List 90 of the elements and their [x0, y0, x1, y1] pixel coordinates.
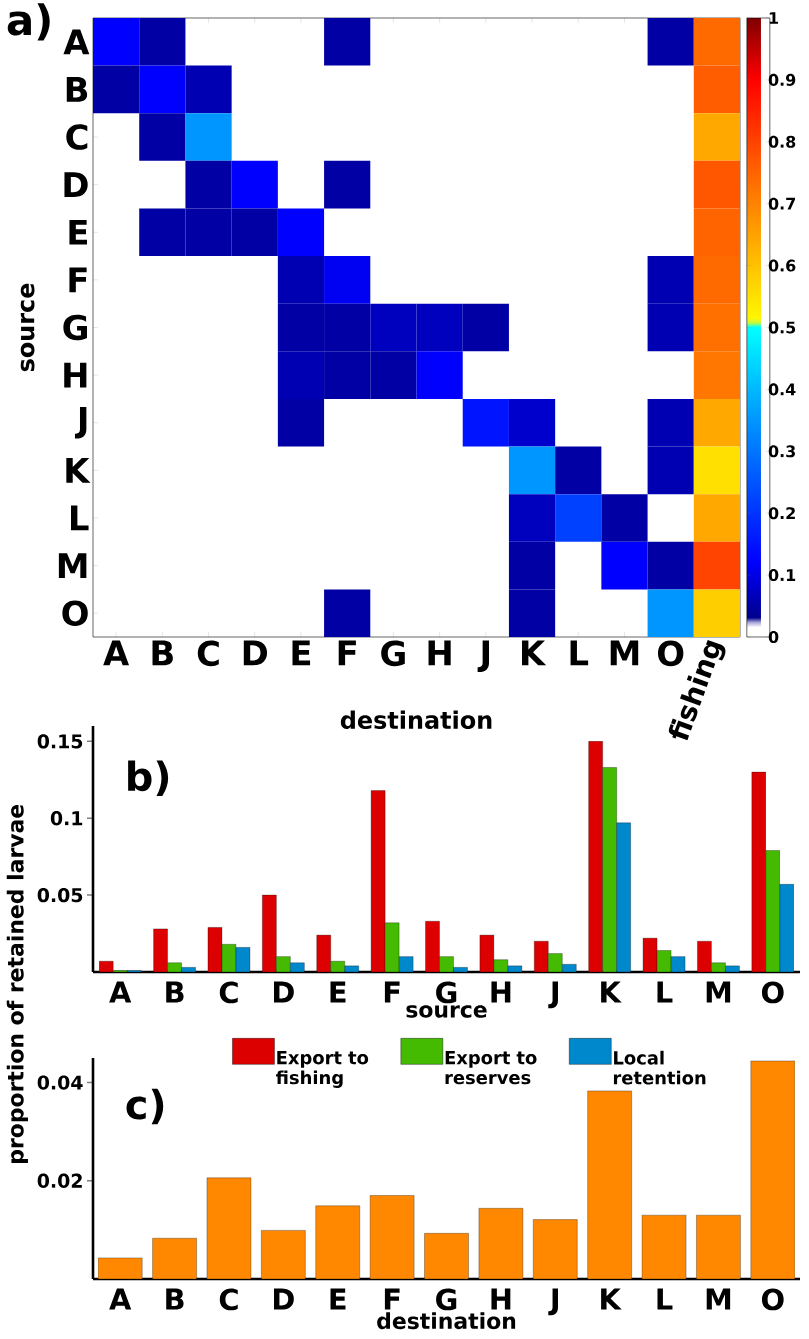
x-tick-label: B: [166, 981, 184, 1003]
x-tick-label: L: [657, 1288, 673, 1310]
x-tick-label: C: [219, 981, 238, 1004]
color-bar-label: 0.6: [768, 259, 796, 272]
x-tick-label: O: [761, 981, 784, 1004]
color-bar-label: 0.8: [768, 135, 796, 148]
x-tick-label: J: [477, 640, 490, 672]
x-tick-label: O: [761, 1288, 784, 1311]
y-tick-label: M: [58, 553, 87, 578]
color-bar-label: 0.9: [768, 73, 796, 86]
y-tick-label: 0.04: [37, 1075, 83, 1090]
color-bar-label: 0.2: [768, 507, 795, 520]
x-axis-title: destination: [340, 710, 492, 730]
legend-label: Export to fishing: [276, 1051, 369, 1088]
y-axis-title: source: [20, 283, 35, 372]
x-tick-label: K: [601, 981, 622, 1003]
y-tick-label: L: [71, 505, 89, 531]
x-tick-label: A: [109, 981, 132, 1003]
y-axis-title: proportion of retained larvae: [6, 804, 28, 1163]
bar: [696, 1215, 741, 1279]
legend-label: Local retention: [613, 1050, 706, 1085]
bar: [206, 1177, 252, 1279]
color-bar-label: 0.3: [768, 445, 795, 458]
x-tick-label: C: [197, 640, 219, 667]
text: b): [128, 760, 169, 796]
x-tick-label: A: [103, 640, 130, 666]
x-tick-label: J: [548, 1288, 558, 1316]
x-tick-label: C: [219, 1288, 238, 1311]
x-tick-label: F: [338, 640, 356, 666]
x-tick-label: G: [436, 981, 457, 1004]
text: c): [126, 1088, 164, 1125]
x-tick-label: G: [381, 640, 405, 667]
y-tick-label: G: [63, 314, 87, 341]
x-tick-label: F: [384, 981, 400, 1003]
x-tick-label: D: [274, 1288, 294, 1310]
x-tick-label: L: [657, 981, 673, 1003]
x-tick-label: H: [428, 640, 451, 666]
x-tick-label: F: [384, 1288, 400, 1310]
color-bar-label: 0.5: [768, 321, 796, 334]
y-tick-label: H: [64, 362, 87, 388]
x-tick-label: E: [330, 981, 346, 1003]
bar: [478, 1208, 524, 1279]
bar: [533, 1219, 578, 1279]
bar: [152, 1238, 197, 1279]
x-tick-label: M: [610, 640, 639, 666]
x-tick-label: K: [522, 640, 547, 666]
bar: [587, 1090, 632, 1279]
x-tick-label: K: [601, 1288, 622, 1310]
y-tick-label: 0.02: [37, 1173, 82, 1188]
y-tick-label: C: [66, 124, 88, 150]
bar: [369, 1195, 415, 1279]
y-tick-label: E: [69, 219, 87, 245]
y-tick-label: J: [74, 407, 87, 439]
chart-title: a): [7, 3, 50, 41]
x-tick-label: E: [292, 640, 311, 666]
color-bar-label: 0.1: [768, 569, 796, 582]
x-tick-label: H: [491, 1288, 511, 1310]
x-tick-label: L: [570, 640, 589, 666]
y-tick-label: K: [66, 458, 91, 483]
color-bar-label: 0: [768, 630, 779, 644]
x-tick-label: J: [548, 981, 558, 1009]
x-tick-label: D: [274, 981, 294, 1003]
color-bar-label: 0.4: [768, 383, 796, 396]
y-tick-label: D: [64, 172, 88, 197]
x-tick-label: M: [706, 981, 731, 1003]
y-tick-label: 0.05: [37, 887, 83, 903]
x-tick-label: B: [152, 640, 173, 666]
y-tick-label: A: [63, 29, 90, 55]
color-bar-label: 0.7: [768, 197, 795, 210]
bar: [261, 1230, 306, 1279]
y-tick-label: F: [69, 267, 87, 293]
y-tick-label: 0.1: [50, 811, 83, 826]
color-bar-label: 1: [769, 12, 778, 24]
x-tick-label: M: [706, 1288, 731, 1310]
x-tick-label: B: [166, 1288, 184, 1310]
x-tick-label: G: [436, 1288, 457, 1311]
x-tick-label: E: [330, 1288, 346, 1310]
y-tick-label: 0.15: [37, 734, 83, 749]
x-tick-label: H: [491, 981, 511, 1003]
bar: [424, 1233, 469, 1279]
bar: [750, 1060, 795, 1279]
x-axis-title: source: [406, 1005, 487, 1018]
x-axis-title: destination: [377, 1312, 516, 1330]
x-tick-label: A: [109, 1288, 132, 1310]
bar: [641, 1215, 687, 1279]
legend-label: Export to reserves: [445, 1051, 537, 1085]
x-tick-label: D: [243, 640, 268, 666]
y-tick-label: B: [66, 77, 88, 102]
bar: [315, 1205, 360, 1279]
y-tick-label: O: [62, 600, 88, 627]
